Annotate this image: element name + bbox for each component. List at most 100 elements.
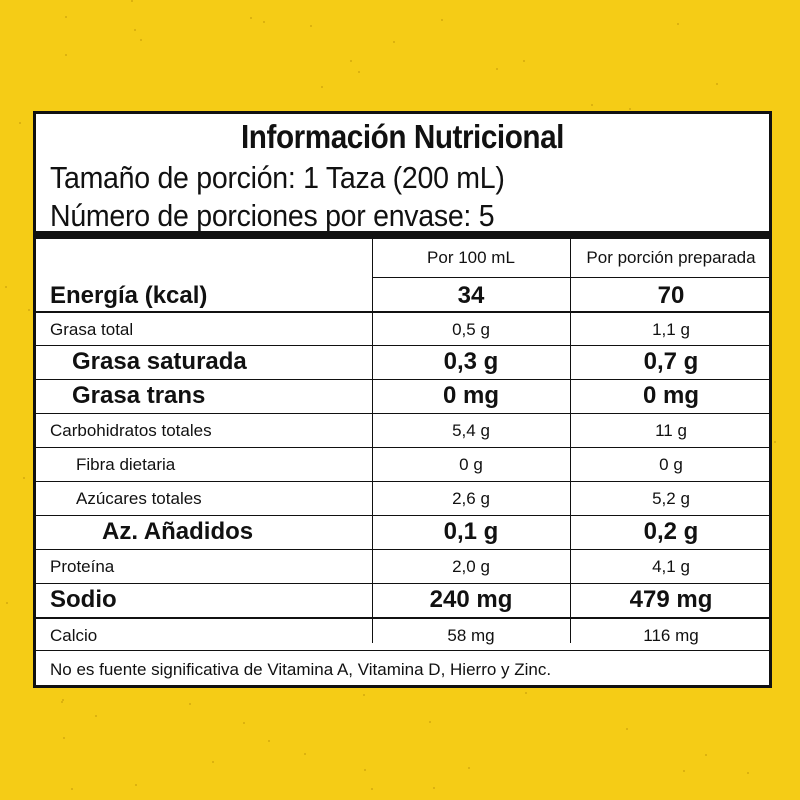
value-per-100ml: 5,4 g bbox=[452, 421, 490, 440]
row-divider bbox=[36, 311, 769, 313]
row-divider bbox=[36, 447, 769, 448]
value-per-serving: 0 mg bbox=[642, 382, 699, 409]
row-divider bbox=[36, 345, 769, 346]
nutrient-name: Energía (kcal) bbox=[50, 282, 208, 309]
speck bbox=[525, 692, 527, 694]
value-per-100ml: 240 mg bbox=[429, 586, 513, 613]
speck bbox=[268, 740, 270, 742]
nutrient-name: Carbohidratos totales bbox=[50, 421, 212, 440]
value-per-100ml: 2,0 g bbox=[452, 557, 490, 576]
value-per-100ml: 0,3 g bbox=[443, 348, 499, 375]
speck bbox=[350, 60, 352, 62]
speck bbox=[496, 68, 498, 70]
value-per-serving: 5,2 g bbox=[652, 489, 690, 508]
speck bbox=[310, 25, 312, 27]
speck bbox=[629, 108, 631, 110]
speck bbox=[393, 41, 395, 43]
column-header-per-serving: Por porción preparada bbox=[586, 248, 756, 267]
nutrient-name: Az. Añadidos bbox=[102, 518, 254, 545]
speck bbox=[250, 17, 252, 19]
nutrient-name: Proteína bbox=[50, 557, 115, 576]
value-per-serving: 479 mg bbox=[629, 586, 713, 613]
value-per-100ml: 0,5 g bbox=[452, 320, 490, 339]
speck bbox=[321, 86, 323, 88]
column-divider bbox=[570, 239, 571, 643]
row-divider bbox=[36, 650, 769, 651]
value-per-serving: 0,7 g bbox=[643, 348, 699, 375]
speck bbox=[371, 788, 373, 790]
speck bbox=[23, 477, 25, 479]
speck bbox=[263, 21, 265, 23]
speck bbox=[19, 122, 21, 124]
speck bbox=[304, 753, 306, 755]
speck bbox=[364, 769, 366, 771]
speck bbox=[62, 699, 64, 701]
speck bbox=[6, 602, 8, 604]
nutrient-name: Grasa saturada bbox=[72, 348, 247, 375]
speck bbox=[71, 788, 73, 790]
speck bbox=[212, 761, 214, 763]
value-per-serving: 70 bbox=[657, 282, 685, 309]
footnote: No es fuente significativa de Vitamina A… bbox=[50, 660, 552, 679]
value-per-100ml: 2,6 g bbox=[452, 489, 490, 508]
speck bbox=[774, 441, 776, 443]
value-per-100ml: 34 bbox=[457, 282, 485, 309]
speck bbox=[28, 309, 30, 311]
speck bbox=[134, 29, 136, 31]
nutrient-name: Fibra dietaria bbox=[76, 455, 176, 474]
speck bbox=[441, 19, 443, 21]
speck bbox=[523, 60, 525, 62]
value-per-100ml: 58 mg bbox=[447, 626, 495, 645]
value-per-100ml: 0 g bbox=[459, 455, 483, 474]
value-per-serving: 0,2 g bbox=[643, 518, 699, 545]
column-divider bbox=[372, 239, 373, 643]
row-divider bbox=[36, 617, 769, 619]
row-divider bbox=[36, 413, 769, 414]
row-divider bbox=[36, 583, 769, 584]
row-divider bbox=[36, 481, 769, 482]
speck bbox=[468, 767, 470, 769]
row-divider bbox=[36, 379, 769, 380]
speck bbox=[626, 728, 628, 730]
column-header-per-100ml: Por 100 mL bbox=[427, 248, 515, 267]
nutrient-name: Sodio bbox=[50, 586, 117, 613]
speck bbox=[5, 286, 7, 288]
speck bbox=[61, 701, 63, 703]
value-per-serving: 1,1 g bbox=[652, 320, 690, 339]
row-divider bbox=[36, 515, 769, 516]
label-title: Información Nutricional bbox=[241, 118, 564, 155]
speck bbox=[65, 16, 67, 18]
speck bbox=[363, 694, 365, 696]
speck bbox=[358, 71, 360, 73]
value-per-serving: 116 mg bbox=[643, 626, 699, 645]
value-per-100ml: 0,1 g bbox=[443, 518, 499, 545]
speck bbox=[189, 703, 191, 705]
speck bbox=[65, 54, 67, 56]
speck bbox=[95, 715, 97, 717]
speck bbox=[429, 721, 431, 723]
speck bbox=[140, 39, 142, 41]
nutrient-name: Grasa trans bbox=[72, 382, 206, 409]
speck bbox=[683, 770, 685, 772]
speck bbox=[433, 787, 435, 789]
nutrient-name: Grasa total bbox=[50, 320, 134, 339]
speck bbox=[716, 83, 718, 85]
serving-size: Tamaño de porción: 1 Taza (200 mL) bbox=[50, 160, 505, 195]
speck bbox=[705, 754, 707, 756]
nutrient-name: Calcio bbox=[50, 626, 98, 645]
header-underline bbox=[372, 277, 769, 278]
speck bbox=[63, 737, 65, 739]
value-per-serving: 4,1 g bbox=[652, 557, 690, 576]
speck bbox=[131, 0, 133, 2]
value-per-100ml: 0 mg bbox=[442, 382, 499, 409]
nutrition-facts-label: Información Nutricional Tamaño de porció… bbox=[33, 111, 772, 688]
speck bbox=[747, 772, 749, 774]
servings-per-container: Número de porciones por envase: 5 bbox=[50, 198, 495, 233]
speck bbox=[135, 784, 137, 786]
speck bbox=[677, 23, 679, 25]
value-per-serving: 11 g bbox=[655, 421, 687, 440]
value-per-serving: 0 g bbox=[659, 455, 683, 474]
thick-divider bbox=[36, 231, 769, 239]
nutrient-name: Azúcares totales bbox=[76, 489, 202, 508]
speck bbox=[591, 104, 593, 106]
